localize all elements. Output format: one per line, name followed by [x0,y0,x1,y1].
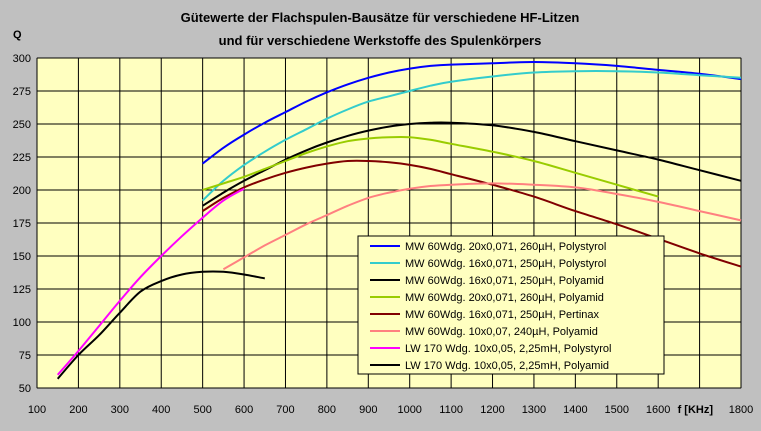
legend-label-1: MW 60Wdg. 20x0,071, 260µH, Polystyrol [405,241,606,253]
y-tick-label: 125 [13,284,31,296]
y-tick-label: 100 [13,317,31,329]
x-tick-label: 100 [28,404,46,416]
x-tick-label: 1400 [563,404,587,416]
y-tick-label: 75 [19,350,31,362]
x-tick-label: 1100 [439,404,463,416]
legend-label-6: MW 60Wdg. 10x0,07, 240µH, Polyamid [405,326,598,338]
legend-label-4: MW 60Wdg. 20x0,071, 260µH, Polyamid [405,292,604,304]
legend-box [357,235,665,375]
chart-title-line-2: und für verschiedene Werkstoffe des Spul… [219,33,542,48]
x-tick-label: 1000 [397,404,421,416]
y-tick-label: 275 [13,86,31,98]
x-axis-label: f [KHz] [678,404,714,416]
series-line-2 [201,70,742,202]
x-tick-label: 300 [111,404,129,416]
series-line-4 [202,135,659,198]
x-tick-label: 600 [235,404,253,416]
y-tick-label: 250 [13,119,31,131]
series-line-3 [202,121,742,207]
x-tick-label: 1600 [646,404,670,416]
x-tick-label: 900 [359,404,377,416]
y-tick-label: 150 [13,251,31,263]
chart-title-line-1: Gütewerte der Flachspulen-Bausätze für v… [181,10,580,25]
y-axis-label: Q [13,29,22,41]
x-tick-label: 800 [318,404,336,416]
x-tick-label: 500 [193,404,211,416]
legend-label-7: LW 170 Wdg. 10x0,05, 2,25mH, Polystyrol [405,343,611,355]
x-tick-label: 1800 [729,404,753,416]
legend-label-3: MW 60Wdg. 16x0,071, 250µH, Polyamid [405,275,604,287]
series-line-8 [56,270,265,380]
series-line-7 [56,187,245,376]
y-tick-label: 225 [13,152,31,164]
y-tick-label: 300 [13,53,31,65]
series-line-6 [222,182,742,271]
series-line-1 [202,60,742,165]
x-tick-label: 200 [69,404,87,416]
legend-label-8: LW 170 Wdg. 10x0,05, 2,25mH, Polyamid [405,360,609,372]
y-tick-label: 175 [13,218,31,230]
legend-label-5: MW 60Wdg. 16x0,071, 250µH, Pertinax [405,309,600,321]
legend-label-2: MW 60Wdg. 16x0,071, 250µH, Polystyrol [405,258,606,270]
x-tick-label: 700 [276,404,294,416]
x-tick-label: 1300 [522,404,546,416]
y-tick-label: 50 [19,383,31,395]
series-line-5 [202,159,742,268]
y-tick-label: 200 [13,185,31,197]
x-tick-label: 1200 [480,404,504,416]
x-tick-label: 1500 [605,404,629,416]
x-tick-label: 400 [152,404,170,416]
